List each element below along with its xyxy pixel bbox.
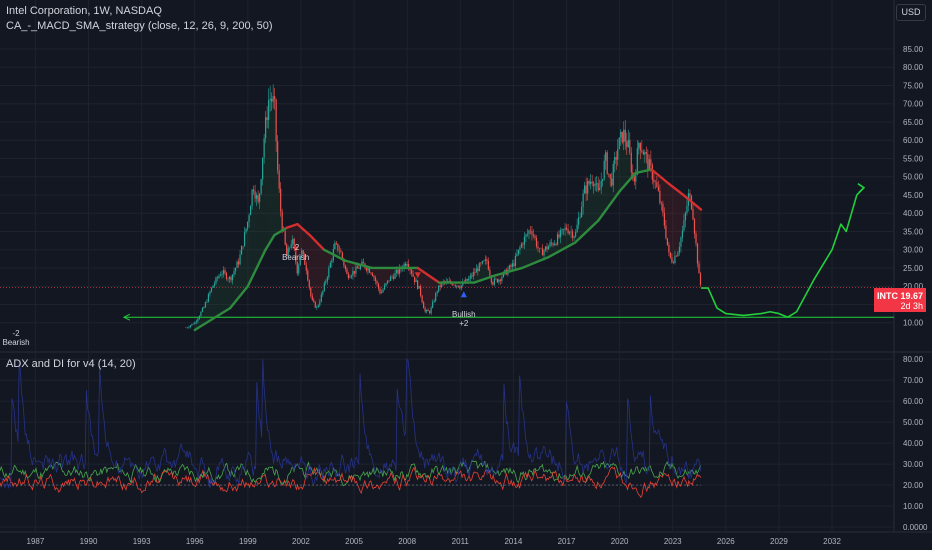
adx-axis-label: 20.00 [903,481,924,490]
bullish-number: +2 [459,319,469,328]
sma-200-segment [667,182,685,197]
time-axis-label: 2017 [558,537,576,546]
last-price-tag: INTC 19.67 2d 3h [874,288,926,312]
price-tag-value: 19.67 [900,291,923,301]
projection-curve [701,187,865,319]
symbol-title[interactable]: Intel Corporation, 1W, NASDAQ [6,5,162,17]
price-axis-label: 80.00 [903,63,924,72]
price-axis-label: 55.00 [903,154,924,163]
time-axis-label: 1987 [27,537,45,546]
time-axis-label: 2005 [345,537,363,546]
bearish-mid-number: -2 [292,243,300,252]
time-axis-label: 2008 [398,537,416,546]
bearish-signal-marker [292,246,299,253]
sma-200-segment [193,306,232,332]
sma-200-segment [308,233,326,251]
time-axis-label: 2011 [452,537,470,546]
adx-axis-label: 30.00 [903,460,924,469]
sma-200-segment [416,266,441,284]
sma-200-segment [322,248,347,262]
time-axis-label: 1996 [186,537,204,546]
sma-200-segment [547,241,577,259]
sma-200-segment [246,248,267,288]
adx-axis-label: 10.00 [903,502,924,511]
projection-arrowhead [857,182,866,194]
adx-axis-label: 40.00 [903,439,924,448]
sma-200-segment [597,190,621,222]
sma-200-segment [264,233,276,251]
price-axis-label: 20.00 [903,282,924,291]
sma-200-segment [296,222,312,237]
bearish-left-number: -2 [12,329,20,338]
price-axis-label: 75.00 [903,81,924,90]
price-axis-label: 65.00 [903,118,924,127]
price-axis-label: 45.00 [903,191,924,200]
bullish-signal-marker [460,291,467,298]
time-axis-label: 2020 [611,537,629,546]
adx-series-di [0,466,702,499]
price-axis-label: 60.00 [903,136,924,145]
adx-series-adx [0,358,702,490]
bearish-mid-label: Bearish [282,253,309,262]
time-axis-label: 1990 [80,537,98,546]
sma-200-segment [285,222,299,230]
sma-200-segment [634,168,653,175]
adx-legend[interactable]: ADX and DI for v4 (14, 20) [6,358,136,370]
time-axis-label: 2023 [664,537,682,546]
adx-axis-label: 60.00 [903,397,924,406]
time-axis-label: 2032 [823,537,841,546]
time-axis-label: 2026 [717,537,735,546]
price-tag-countdown: 2d 3h [900,301,923,311]
currency-button[interactable]: USD [896,4,926,21]
time-axis-label: 2014 [504,537,522,546]
sma-200-segment [344,259,373,270]
sma-200-segment [618,171,637,193]
price-axis-label: 40.00 [903,209,924,218]
sma-200-segment [494,266,524,277]
bearish-left-label: Bearish [2,338,29,347]
price-axis-label: 10.00 [903,319,924,328]
sma-200-segment [682,193,703,211]
sma-200-segment [273,226,288,237]
price-axis-label: 50.00 [903,173,924,182]
sma-200-segment [473,274,497,284]
sma-200-segment [574,219,600,244]
price-axis-label: 70.00 [903,100,924,109]
time-axis-label: 2002 [292,537,310,546]
price-axis-label: 25.00 [903,264,924,273]
support-arrow [122,313,131,321]
adx-axis-label: 80.00 [903,355,924,364]
adx-axis-label: 70.00 [903,376,924,385]
time-axis-label: 1999 [239,537,257,546]
price-axis-label: 30.00 [903,246,924,255]
adx-axis-label: 0.0000 [903,523,928,532]
sma-200-segment [521,255,550,270]
bearish-signal-marker [414,272,421,279]
strategy-legend[interactable]: CA_-_MACD_SMA_strategy (close, 12, 26, 9… [6,20,273,32]
sma-200-segment [650,168,671,186]
price-axis-label: 35.00 [903,227,924,236]
time-axis-label: 1993 [133,537,151,546]
sma-200-segment [228,285,250,310]
time-axis-label: 2029 [770,537,788,546]
adx-axis-label: 50.00 [903,418,924,427]
price-tag-symbol: INTC [877,291,898,301]
price-axis-label: 85.00 [903,45,924,54]
bullish-label: Bullish [452,310,476,319]
